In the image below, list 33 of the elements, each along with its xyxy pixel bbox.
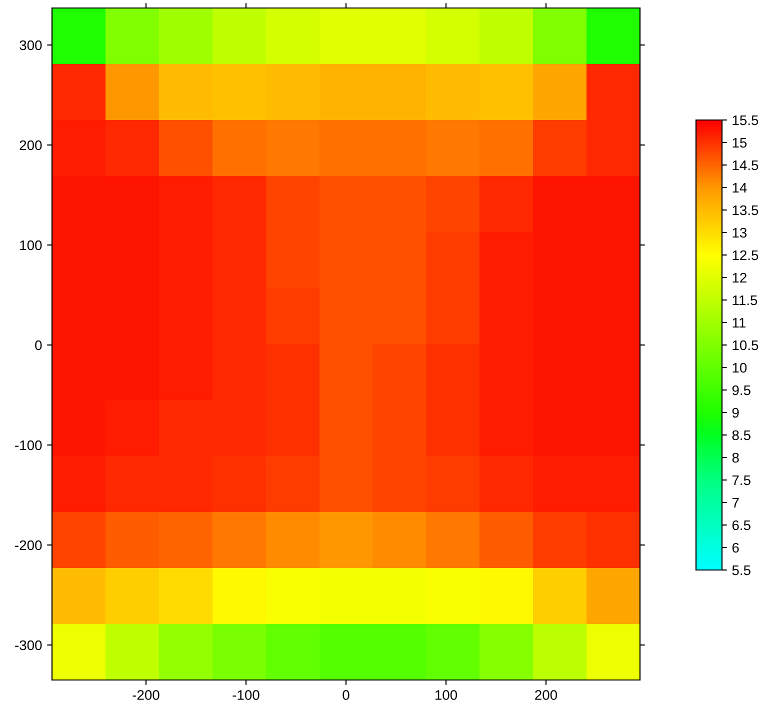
x-tick-label: 0 (342, 690, 350, 700)
x-tick-label: 100 (435, 690, 458, 700)
y-tick-label: 0 (35, 340, 42, 350)
color-bar-label: 11 (732, 318, 746, 328)
color-bar-label: 15.5 (732, 115, 758, 126)
color-bar-label: 6 (732, 542, 739, 553)
x-tick-label: -200 (132, 690, 160, 700)
color-bar-label: 13.5 (732, 205, 758, 216)
color-bar-label: 11.5 (732, 295, 758, 306)
y-tick-label: 100 (20, 240, 42, 250)
color-bar-label: 14 (732, 182, 747, 193)
y-tick-label: -200 (15, 540, 42, 550)
y-tick-label: -100 (15, 440, 42, 450)
color-bar-label: 13 (732, 228, 747, 238)
color-bar-label: 12 (732, 272, 746, 283)
color-bar-label: 9 (732, 408, 739, 418)
y-tick-label: 200 (20, 140, 42, 150)
color-bar-label: 8 (732, 452, 739, 463)
color-bar-label: 9.5 (732, 385, 750, 396)
color-bar-label: 8.5 (732, 430, 750, 440)
y-tick-label: 300 (20, 40, 42, 50)
color-bar-label: 10.5 (732, 340, 758, 350)
color-bar-label: 15 (732, 138, 747, 148)
color-bar-label: 7.5 (732, 475, 750, 486)
color-bar-label: 12.5 (732, 250, 758, 260)
color-bar-label: 10 (732, 362, 747, 373)
y-tick-label: -300 (15, 640, 42, 650)
color-bar-label: 6.5 (732, 520, 750, 530)
x-tick-label: -100 (232, 690, 260, 700)
color-bar-label: 5.5 (732, 565, 750, 576)
x-tick-label: 200 (535, 690, 558, 700)
color-bar-label: 14.5 (732, 160, 758, 170)
color-bar-label: 7 (732, 498, 739, 508)
